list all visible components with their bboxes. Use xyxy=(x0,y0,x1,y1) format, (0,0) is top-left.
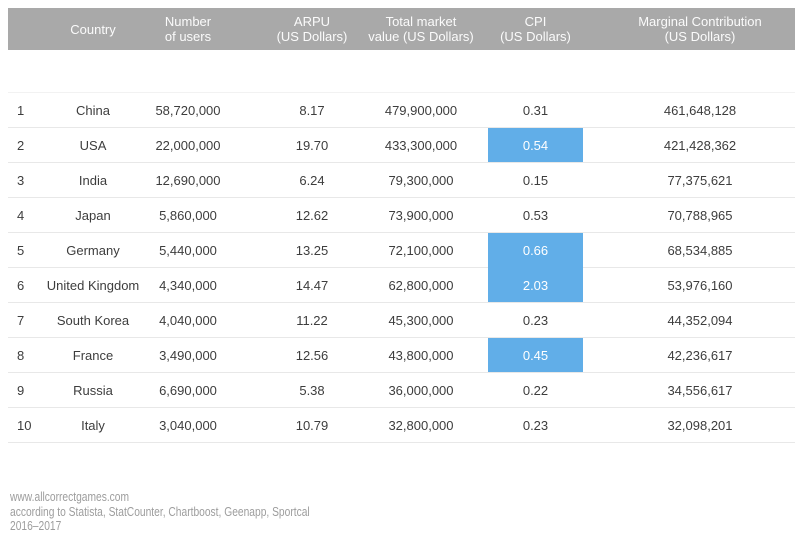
cell-cpi: 0.15 xyxy=(522,172,549,188)
cell-cpi: 0.45 xyxy=(488,338,583,372)
cell-total-market-value: 433,300,000 xyxy=(384,137,458,153)
cell-rank: 4 xyxy=(17,207,25,223)
cell-arpu: 5.38 xyxy=(299,382,325,398)
table-row: 6 United Kingdom 4,340,000 14.47 62,800,… xyxy=(8,268,795,303)
cell-country: France xyxy=(72,347,114,363)
header-marginal-contribution: Marginal Contribution (US Dollars) xyxy=(638,14,762,44)
table-header-row: Country Number of users ARPU (US Dollars… xyxy=(8,8,795,50)
cell-rank: 8 xyxy=(17,347,25,363)
cell-rank: 2 xyxy=(17,137,25,153)
cell-marginal-contribution: 53,976,160 xyxy=(667,277,733,293)
cell-arpu: 6.24 xyxy=(299,172,325,188)
header-number-of-users: Number of users xyxy=(164,14,212,44)
cell-arpu: 14.47 xyxy=(295,277,329,293)
cell-number-of-users: 4,040,000 xyxy=(159,312,217,328)
table-body: 1 China 58,720,000 8.17 479,900,000 0.31… xyxy=(8,93,795,443)
header-cpi: CPI (US Dollars) xyxy=(500,14,571,44)
cell-cpi: 0.54 xyxy=(488,128,583,162)
cell-rank: 7 xyxy=(17,312,25,328)
cell-total-market-value: 72,100,000 xyxy=(388,242,454,258)
cell-arpu: 10.79 xyxy=(295,417,329,433)
footer: www.allcorrectgames.com according to Sta… xyxy=(10,490,310,534)
cell-number-of-users: 12,690,000 xyxy=(155,172,221,188)
cell-country: Japan xyxy=(75,207,111,223)
cell-country: Italy xyxy=(81,417,105,433)
cell-rank: 1 xyxy=(17,102,25,118)
cell-rank: 6 xyxy=(17,277,25,293)
cell-country: India xyxy=(78,172,108,188)
cell-rank: 10 xyxy=(17,417,32,433)
table-row: 4 Japan 5,860,000 12.62 73,900,000 0.53 … xyxy=(8,198,795,233)
table-row: 7 South Korea 4,040,000 11.22 45,300,000… xyxy=(8,303,795,338)
cell-total-market-value: 73,900,000 xyxy=(388,207,454,223)
cell-total-market-value: 43,800,000 xyxy=(388,347,454,363)
header-country: Country xyxy=(70,21,116,37)
cell-arpu: 12.56 xyxy=(295,347,329,363)
table-row: 8 France 3,490,000 12.56 43,800,000 0.45… xyxy=(8,338,795,373)
cell-arpu: 19.70 xyxy=(295,137,329,153)
cell-number-of-users: 4,340,000 xyxy=(159,277,217,293)
cell-marginal-contribution: 421,428,362 xyxy=(663,137,737,153)
cell-cpi: 0.66 xyxy=(488,233,583,268)
cell-cpi: 0.23 xyxy=(522,417,549,433)
cell-arpu: 13.25 xyxy=(295,242,329,258)
cell-marginal-contribution: 32,098,201 xyxy=(667,417,733,433)
cell-marginal-contribution: 461,648,128 xyxy=(663,102,737,118)
cell-country: Russia xyxy=(73,382,113,398)
table-row: 9 Russia 6,690,000 5.38 36,000,000 0.22 … xyxy=(8,373,795,408)
cell-marginal-contribution: 42,236,617 xyxy=(667,347,733,363)
cell-marginal-contribution: 70,788,965 xyxy=(667,207,733,223)
cell-marginal-contribution: 34,556,617 xyxy=(667,382,733,398)
footer-years-text: 2016–2017 xyxy=(10,519,62,534)
footer-sources-text: according to Statista, StatCounter, Char… xyxy=(10,504,310,519)
cell-cpi: 2.03 xyxy=(488,268,583,302)
cell-country: United Kingdom xyxy=(46,277,140,293)
cell-country: South Korea xyxy=(56,312,130,328)
header-rank xyxy=(8,8,80,50)
table-row: 2 USA 22,000,000 19.70 433,300,000 0.54 … xyxy=(8,128,795,163)
cell-number-of-users: 5,440,000 xyxy=(159,242,217,258)
cell-number-of-users: 5,860,000 xyxy=(159,207,217,223)
cell-rank: 5 xyxy=(17,242,25,258)
cell-total-market-value: 36,000,000 xyxy=(388,382,454,398)
cell-country: China xyxy=(76,102,110,118)
cell-marginal-contribution: 44,352,094 xyxy=(667,312,733,328)
table-row: 5 Germany 5,440,000 13.25 72,100,000 0.6… xyxy=(8,233,795,268)
table-top-divider xyxy=(8,92,795,93)
header-arpu: ARPU (US Dollars) xyxy=(276,14,348,44)
table-row: 10 Italy 3,040,000 10.79 32,800,000 0.23… xyxy=(8,408,795,443)
cell-number-of-users: 6,690,000 xyxy=(159,382,217,398)
cell-number-of-users: 58,720,000 xyxy=(155,102,221,118)
cell-arpu: 11.22 xyxy=(296,312,328,328)
cell-country: USA xyxy=(79,137,107,153)
cell-arpu: 8.17 xyxy=(299,102,325,118)
cell-cpi: 0.53 xyxy=(522,207,549,223)
cell-total-market-value: 32,800,000 xyxy=(388,417,454,433)
cell-number-of-users: 3,040,000 xyxy=(159,417,217,433)
header-total-market-value: Total market value (US Dollars) xyxy=(368,14,474,44)
cell-rank: 3 xyxy=(17,172,25,188)
cell-arpu: 12.62 xyxy=(295,207,329,223)
cell-country: Germany xyxy=(66,242,120,258)
cell-number-of-users: 3,490,000 xyxy=(159,347,217,363)
cell-number-of-users: 22,000,000 xyxy=(155,137,221,153)
cell-total-market-value: 479,900,000 xyxy=(384,102,458,118)
table-row: 1 China 58,720,000 8.17 479,900,000 0.31… xyxy=(8,93,795,128)
cell-cpi: 0.23 xyxy=(522,312,549,328)
cell-total-market-value: 62,800,000 xyxy=(388,277,454,293)
cell-cpi: 0.22 xyxy=(522,382,549,398)
cell-total-market-value: 45,300,000 xyxy=(388,312,454,328)
footer-website-text: www.allcorrectgames.com xyxy=(10,490,130,504)
cell-rank: 9 xyxy=(17,382,25,398)
cell-marginal-contribution: 77,375,621 xyxy=(667,172,733,188)
table-row: 3 India 12,690,000 6.24 79,300,000 0.15 … xyxy=(8,163,795,198)
cell-cpi: 0.31 xyxy=(522,102,549,118)
cell-marginal-contribution: 68,534,885 xyxy=(667,242,733,258)
cell-total-market-value: 79,300,000 xyxy=(388,172,454,188)
